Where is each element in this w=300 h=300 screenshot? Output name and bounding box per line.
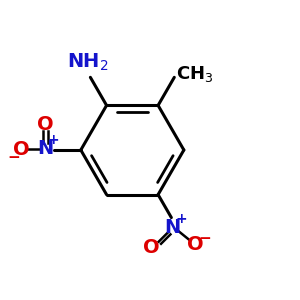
Text: −: − <box>8 150 20 165</box>
Text: O: O <box>13 140 30 160</box>
Text: O: O <box>37 115 54 134</box>
Text: −: − <box>198 231 211 246</box>
Text: +: + <box>48 133 59 147</box>
Text: N: N <box>37 139 54 158</box>
Text: +: + <box>175 212 187 226</box>
Text: N: N <box>165 218 181 237</box>
Text: CH$_3$: CH$_3$ <box>176 64 213 84</box>
Text: O: O <box>188 235 204 254</box>
Text: O: O <box>143 238 160 256</box>
Text: NH$_2$: NH$_2$ <box>67 52 108 73</box>
